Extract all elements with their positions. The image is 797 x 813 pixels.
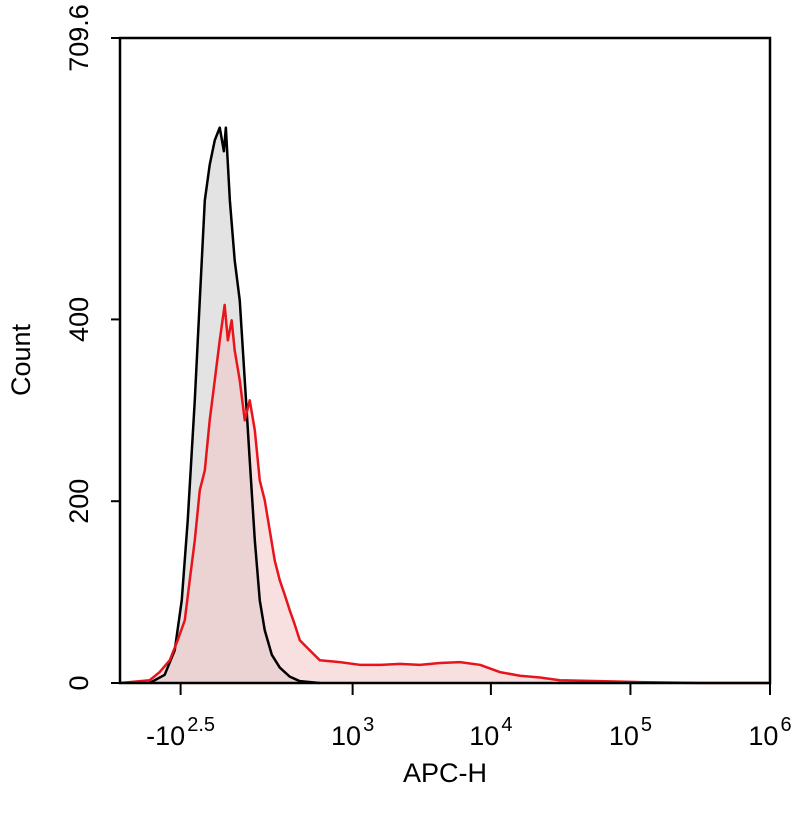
x-tick-exponent: 2.5 <box>187 714 215 736</box>
y-axis-label: Count <box>6 323 36 396</box>
x-tick-exponent: 4 <box>501 714 512 736</box>
x-tick-label: 10 4 <box>469 714 512 751</box>
x-tick-exponent: 5 <box>641 714 652 736</box>
x-tick-label: -10 2.5 <box>146 714 215 751</box>
x-tick-exponent: 3 <box>363 714 374 736</box>
histogram-line <box>149 126 320 685</box>
x-axis-label: APC-H <box>403 758 487 788</box>
x-tick-base: 10 <box>748 721 778 751</box>
y-tick-label: 0 <box>64 675 94 690</box>
y-tick-label: 709.6 <box>64 4 94 72</box>
plot-frame <box>118 36 772 685</box>
x-tick-label: 10 6 <box>748 714 791 751</box>
x-tick-base: 10 <box>331 721 361 751</box>
x-tick-label: 10 5 <box>609 714 652 751</box>
x-tick-label: 10 3 <box>331 714 374 751</box>
x-tick-exponent: 6 <box>780 714 791 736</box>
x-tick-base: 10 <box>609 721 639 751</box>
x-tick-base: -10 <box>146 721 185 751</box>
y-tick-label: 200 <box>64 479 94 524</box>
x-tick-base: 10 <box>469 721 499 751</box>
histogram-line <box>119 303 770 685</box>
y-tick-label: 400 <box>64 297 94 342</box>
